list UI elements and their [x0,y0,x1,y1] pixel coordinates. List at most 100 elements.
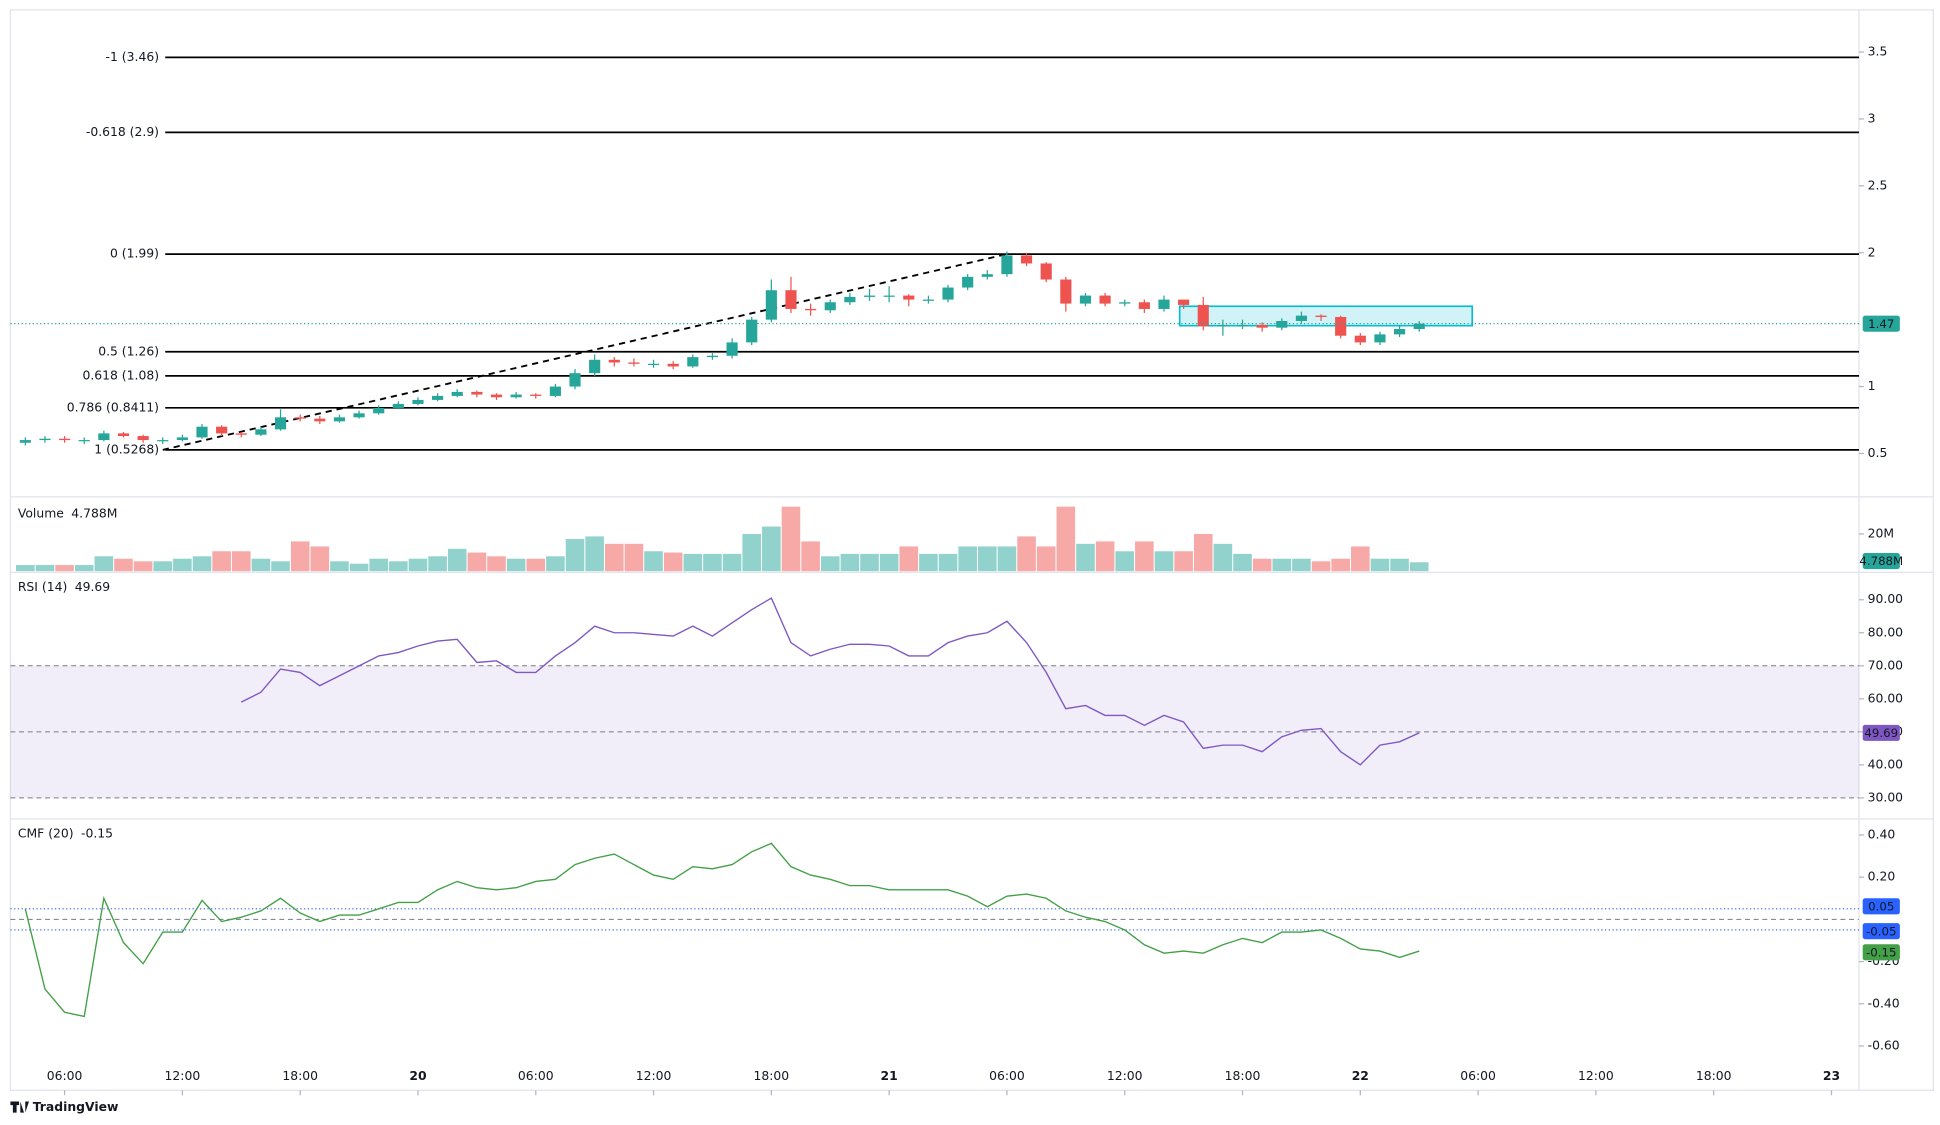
indicator-title: CMF (20) [18,826,74,840]
candle-body [922,299,934,301]
candle-body [589,359,601,374]
volume-bar [408,558,428,572]
candle-body [608,359,620,363]
y-tick-label: 20M [1868,526,1894,540]
candle-body [1099,295,1111,304]
volume-bar [644,551,663,572]
axis-badge [1862,724,1900,741]
fib-label: 1 (0.5268) [94,442,159,456]
x-tick-label: 06:00 [47,1069,83,1083]
fib-label: -1 (3.46) [106,50,159,64]
volume-bar [290,541,310,572]
volume-bar [114,558,133,572]
volume-bar [1115,551,1135,572]
candle-body [157,440,169,442]
candle-body [471,391,483,395]
candle-body [216,426,228,434]
volume-bar [1056,506,1076,572]
indicator-value: 49.69 [75,580,110,594]
candle-body [1413,323,1425,330]
volume-bar [1331,558,1350,572]
volume-bar [860,553,879,572]
candle-body [844,296,856,303]
volume-bar [428,556,447,572]
candle-body [765,290,777,320]
candle-body [274,417,287,430]
axis-badge-label: 0.05 [1868,899,1894,913]
y-tick-label: -0.40 [1868,996,1900,1010]
candle-body [19,440,31,443]
candle-body [726,342,738,356]
candle-body [863,295,876,297]
candle-body [1217,325,1229,327]
axis-badge-label: -0.15 [1866,945,1896,959]
candle-body [1020,255,1033,264]
y-tick-label: 2 [1868,245,1876,259]
volume-bar [1370,558,1390,572]
candle-body [785,290,797,309]
candle-body [1178,299,1190,305]
candle-body [1374,334,1386,343]
candle-body [78,440,90,442]
axis-badge [1862,898,1900,915]
axis-badge [1862,315,1900,332]
candle-body [549,386,561,396]
volume-bar [899,546,919,572]
volume-bar [94,556,114,572]
volume-bar [1135,541,1154,572]
indicator-value: 4.788M [71,507,117,521]
candle-body [1138,302,1150,309]
volume-bar [1311,561,1331,572]
volume-bar [978,546,997,572]
indicator-title: Volume [18,507,64,521]
volume-bar [801,541,820,572]
volume-bar [742,533,762,572]
axis-badge-label: -0.05 [1866,924,1896,938]
volume-bar [565,538,585,572]
volume-bar [35,565,55,572]
brand-name: TradingView [33,1100,119,1114]
volume-bar [133,561,153,572]
y-tick-label: -0.60 [1868,1038,1900,1052]
volume-bar [919,553,938,572]
x-tick-label: 18:00 [282,1069,318,1083]
candle-body [942,287,954,300]
candle-body [1315,315,1327,317]
candle-body [1236,325,1249,327]
x-tick-label: 06:00 [518,1069,554,1083]
axis-badge [1862,923,1900,940]
volume-bar [1017,536,1036,572]
volume-bar [585,536,604,572]
volume-bar [938,553,958,572]
fib-label: 0 (1.99) [110,247,159,261]
candle-body [98,433,110,441]
candle-body [59,438,71,441]
candle-body [353,413,365,418]
candle-body [1079,295,1092,304]
volume-bar [879,553,899,572]
volume-bar [1390,558,1409,572]
candle-body [687,357,699,367]
candle-body [176,437,188,441]
volume-bar [55,565,74,572]
x-tick-label: 06:00 [989,1069,1025,1083]
candle-body [628,362,640,364]
volume-bar [271,561,290,572]
candle-body [314,418,326,422]
x-tick-label: 20 [409,1069,427,1083]
candle-body [1158,299,1170,309]
volume-bar [192,556,212,572]
y-tick-label: 0.40 [1868,827,1896,841]
y-tick-label: 30.00 [1868,790,1904,804]
volume-bar [663,552,683,572]
volume-bar [1174,551,1193,572]
candle-body [1276,320,1288,328]
candle-body [805,308,817,311]
x-tick-label: 18:00 [1696,1069,1732,1083]
volume-bar [997,546,1017,572]
frame [9,9,1934,1091]
volume-bar [1233,553,1252,572]
volume-bar [1351,546,1370,572]
candle-body [39,438,51,441]
